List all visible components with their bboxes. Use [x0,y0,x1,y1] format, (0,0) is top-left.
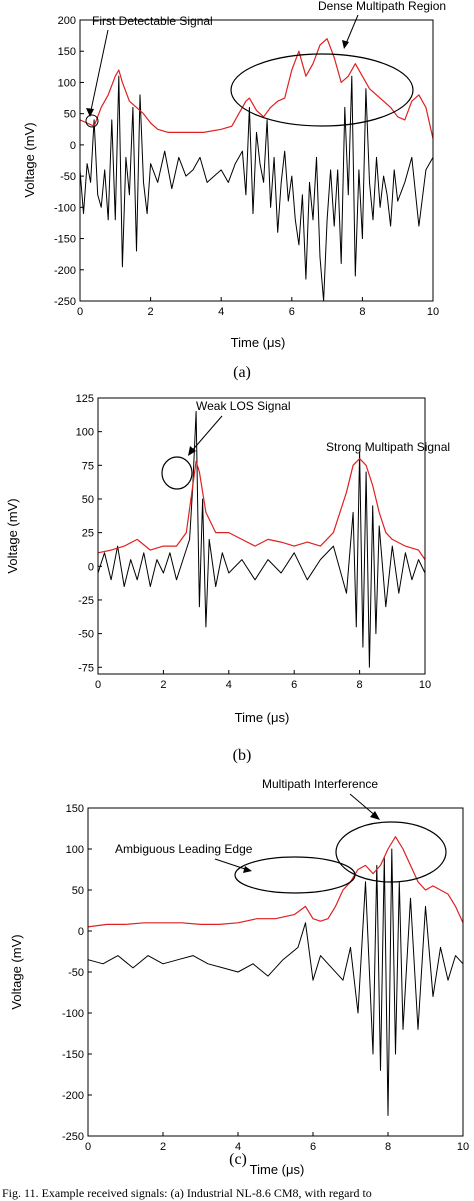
x-tick-label: 8 [357,679,363,691]
figure-caption: Fig. 11. Example received signals: (a) I… [2,1186,372,1200]
annotation-multipath-interference: Multipath Interference [262,777,378,791]
y-tick-label: 0 [70,140,76,152]
annotation-circle [85,114,99,128]
annotations-b: Weak LOS Signal Strong Multipath Signal [161,399,450,490]
x-tick-label: 8 [359,306,365,318]
x-tick-label: 0 [85,1141,91,1153]
x-tick-label: 6 [289,306,295,318]
y-tick-label: 50 [72,885,84,897]
x-tick-label: 4 [218,306,224,318]
x-tick-label: 4 [235,1141,241,1153]
y-tick-label: 0 [78,926,84,938]
x-tick-label: 6 [291,679,297,691]
y-tick-label: 100 [58,77,76,89]
y-tick-label: 25 [82,528,94,540]
y-tick-label: -75 [78,662,94,674]
x-tick-label: 6 [310,1141,316,1153]
x-axis-label: Time (μs) [250,1162,305,1177]
y-tick-label: 100 [76,427,94,439]
annotation-ellipse [335,821,447,883]
y-tick-label: -250 [62,1131,84,1143]
chart-panel-c: 0 2 4 6 8 10 -250 -200 -150 -100 -50 0 50 100 150 Time … [9,803,469,1177]
annotation-ellipse [161,456,193,490]
annotation-weak-los-signal: Weak LOS Signal [196,399,291,413]
y-tick-label: -50 [60,171,76,183]
series-line-0 [97,411,426,668]
annotation-arrow [214,858,249,871]
annotation-ellipse [230,53,414,127]
x-tick-label: 10 [427,306,439,318]
panel-label: (a) [233,364,251,381]
y-tick-label: -100 [54,202,76,214]
y-axis-label: Voltage (mV) [9,934,24,1009]
y-tick-label: 100 [66,844,84,856]
annotation-ambiguous-leading-edge: Ambiguous Leading Edge [115,842,253,856]
panel-label: (b) [233,747,252,764]
y-tick-label: -100 [62,1008,84,1020]
x-tick-label: 10 [419,679,431,691]
series-line-1 [97,458,426,560]
x-tick-label: 2 [148,306,154,318]
arrow-head [370,811,380,820]
x-tick-label: 4 [226,679,232,691]
y-tick-label: -150 [62,1049,84,1061]
chart-panel-a: 0 2 4 6 8 10 -250 -200 -150 -100 -50 0 50 100 150 200 Ti… [22,15,439,381]
series-line-0 [79,75,434,302]
y-tick-label: 50 [82,494,94,506]
annotation-arrow [189,415,223,454]
x-tick-label: 2 [160,1141,166,1153]
annotation-ellipse [234,856,356,894]
x-axis-label: Time (μs) [231,335,286,350]
y-tick-label: 50 [64,109,76,121]
series-line-1 [87,836,464,928]
annotation-dense-multipath-region: Dense Multipath Region [318,0,446,13]
x-axis-label: Time (μs) [235,710,290,725]
arrow-head [342,40,349,49]
y-tick-label: -50 [78,629,94,641]
annotation-arrow [344,14,359,47]
x-tick-label: 2 [160,679,166,691]
y-tick-label: -150 [54,234,76,246]
annotations-a: First Detectable Signal Dense Multipath … [85,0,446,128]
y-tick-label: -200 [54,265,76,277]
annotations-c: Multipath Interference Ambiguous Leading… [115,777,447,894]
arrow-head [86,108,94,117]
x-tick-label: 0 [77,306,83,318]
y-tick-label: 125 [76,393,94,405]
y-tick-label: 200 [58,15,76,27]
annotation-first-detectable-signal: First Detectable Signal [92,14,213,28]
panel-label: (c) [229,1151,247,1168]
y-tick-label: -250 [54,296,76,308]
y-tick-label: 150 [58,46,76,58]
x-tick-label: 8 [385,1141,391,1153]
y-tick-label: 75 [82,460,94,472]
y-axis-label: Voltage (mV) [22,122,37,197]
chart-panel-b: 0 2 4 6 8 10 -75 -50 -25 0 25 50 75 100 125 Time (μs) Vo… [5,393,431,764]
y-tick-label: -25 [78,595,94,607]
arrow-head [243,866,252,873]
y-tick-label: -50 [68,967,84,979]
annotation-arrow [349,793,378,818]
x-tick-label: 10 [457,1141,469,1153]
y-tick-label: 150 [66,803,84,815]
plot-frame [97,397,426,675]
y-tick-label: 0 [88,561,94,573]
x-tick-label: 0 [95,679,101,691]
annotation-strong-multipath-signal: Strong Multipath Signal [326,440,450,454]
arrow-head [188,446,196,456]
y-axis-label: Voltage (mV) [5,498,20,573]
y-tick-label: -200 [62,1090,84,1102]
plot-frame [79,19,434,302]
series-line-1 [79,38,434,139]
series-line-0 [87,848,464,1116]
annotation-arrow [89,29,109,116]
